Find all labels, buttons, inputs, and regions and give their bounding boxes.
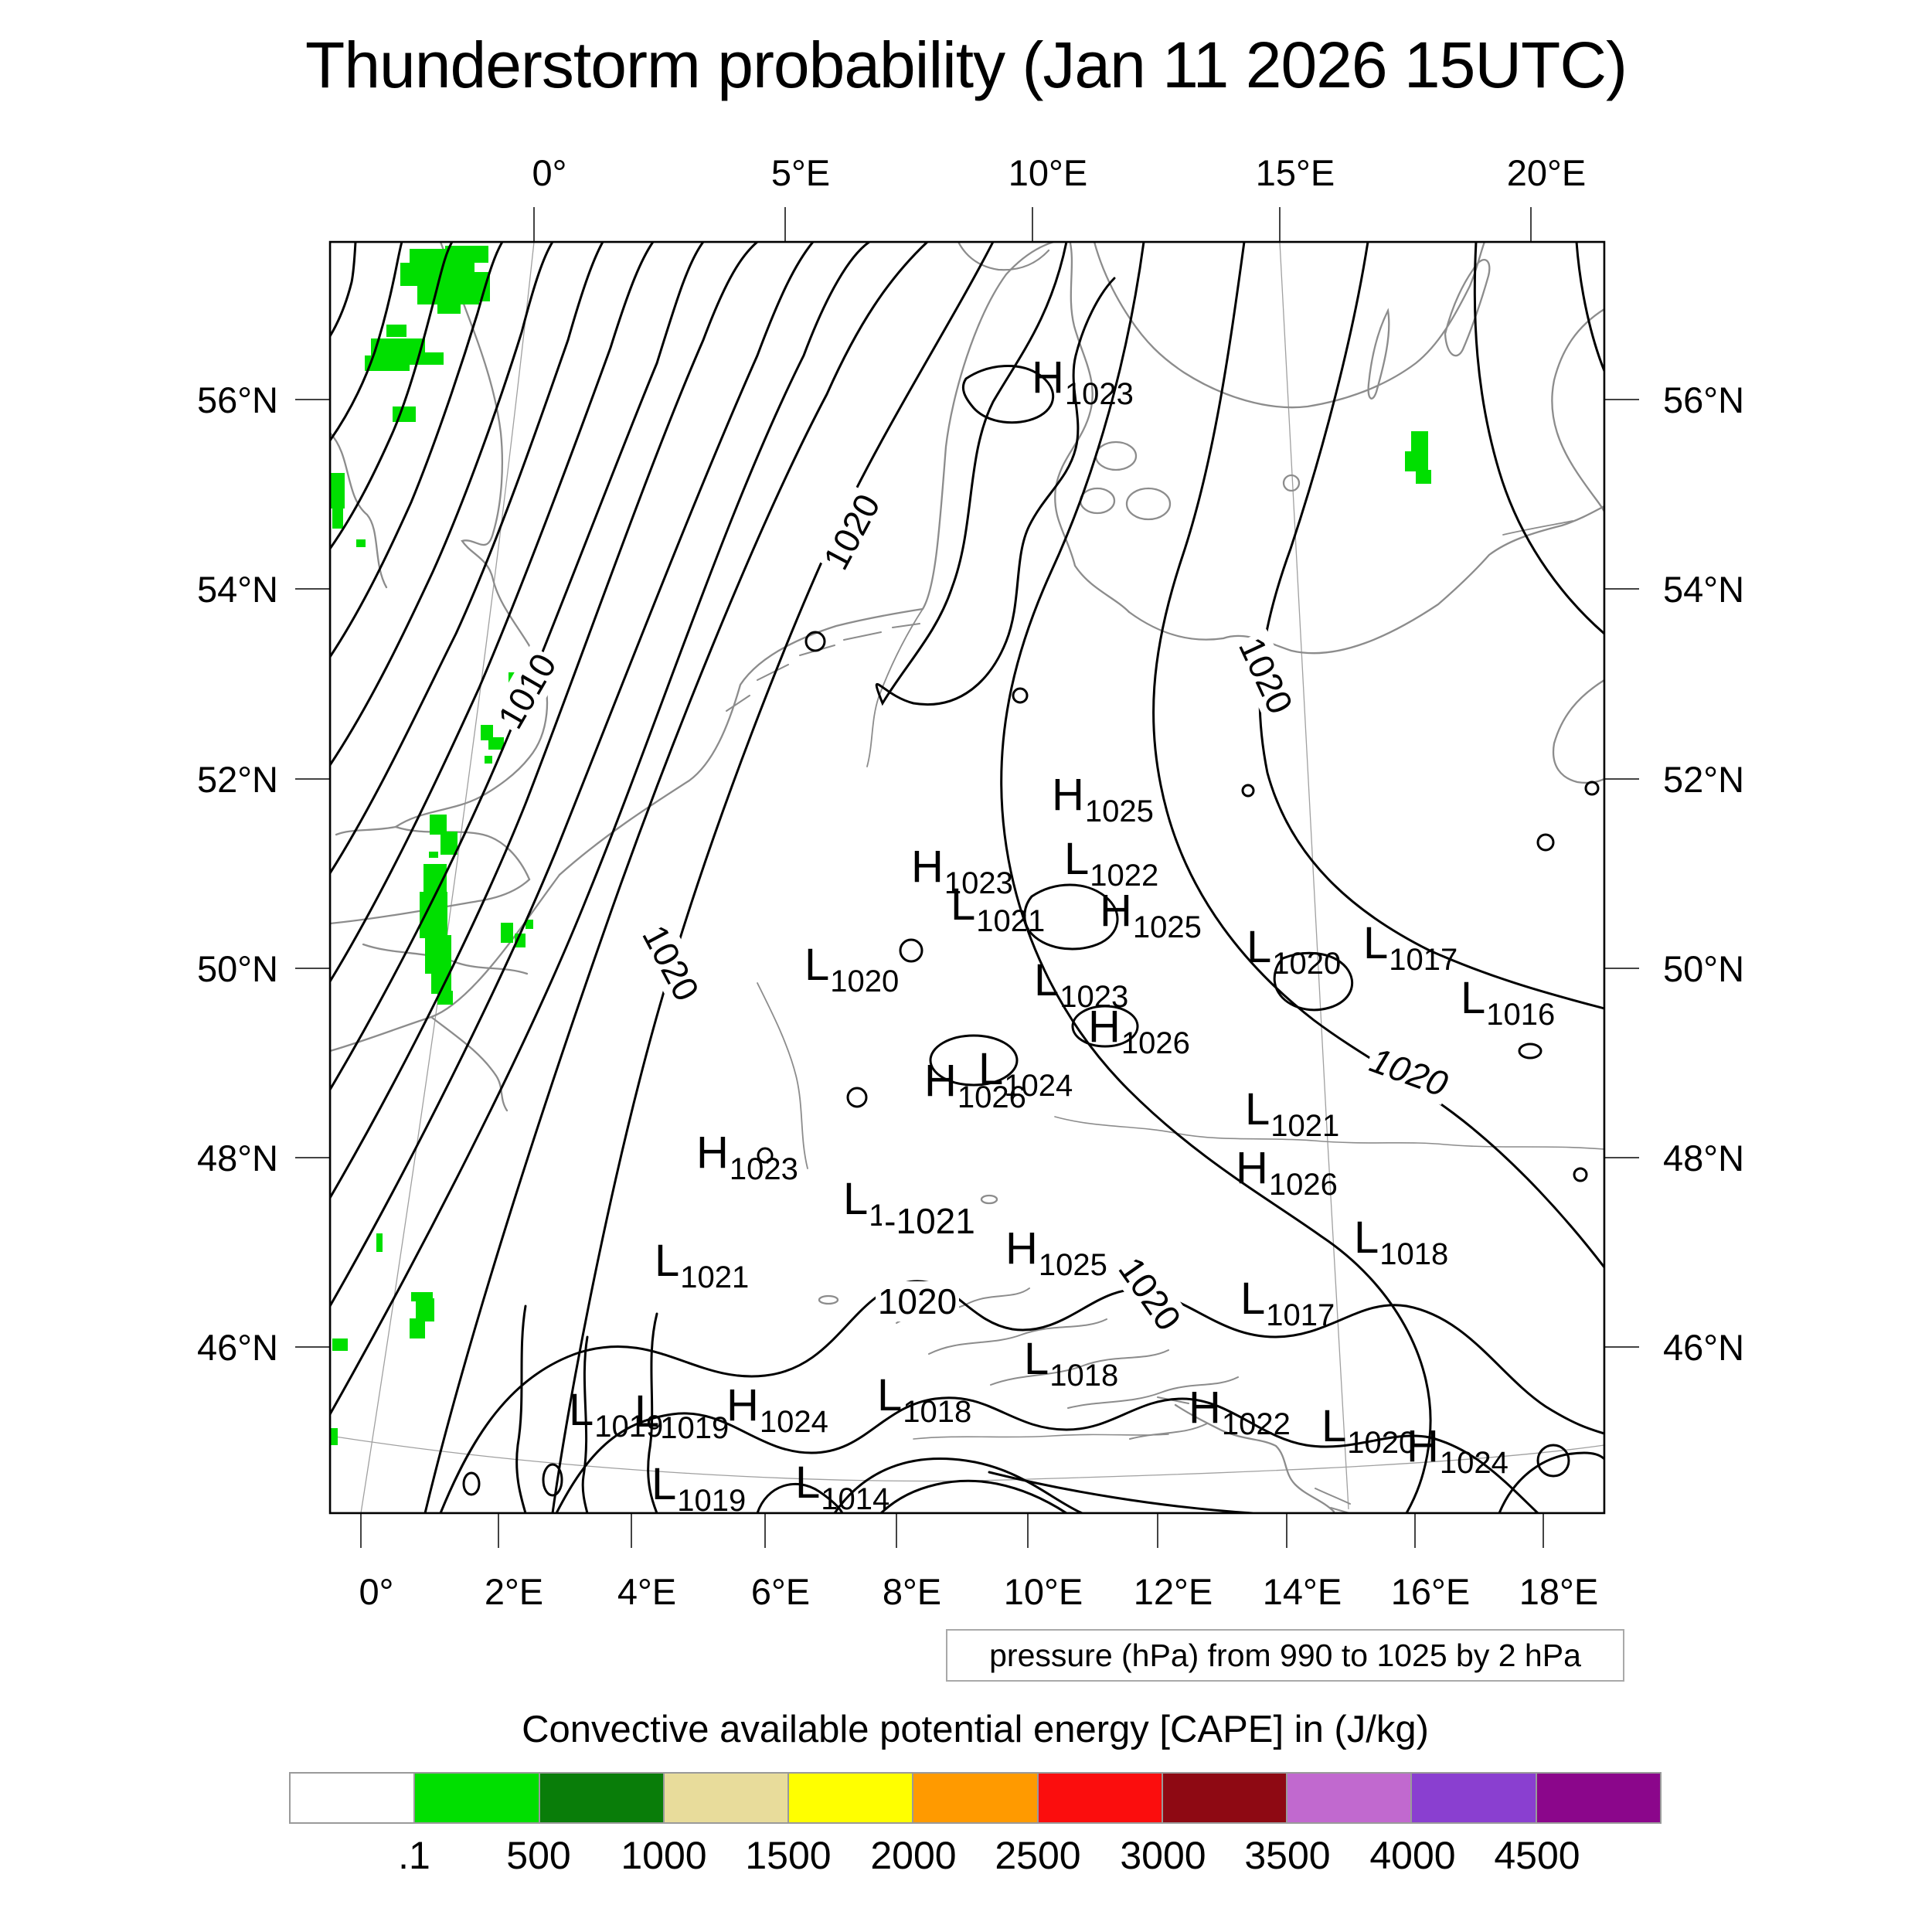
pressure-caption-text: pressure (hPa) from 990 to 1025 by 2 hPa	[989, 1637, 1581, 1673]
lat-label-left: 54°N	[196, 569, 278, 610]
graticule-lines	[330, 242, 1604, 1513]
cape-colorbar-segment	[291, 1774, 416, 1822]
pressure-caption-box: pressure (hPa) from 990 to 1025 by 2 hPa	[946, 1629, 1624, 1682]
lon-label-bottom: 18°E	[1519, 1571, 1599, 1612]
cape-colorbar-segment	[1287, 1774, 1413, 1822]
lon-label-bottom: 16°E	[1390, 1571, 1471, 1612]
cape-tick-label: 500	[506, 1834, 571, 1877]
lon-label-bottom: 0°	[359, 1571, 394, 1612]
cape-colorbar-segment	[664, 1774, 790, 1822]
lat-label-left: 46°N	[196, 1327, 278, 1368]
cape-colorbar-segment	[415, 1774, 540, 1822]
cape-colorbar-segment	[1412, 1774, 1537, 1822]
cape-legend-title: Convective available potential energy [C…	[522, 1709, 1429, 1750]
lat-label-left: 56°N	[196, 379, 278, 420]
lat-label-right: 54°N	[1663, 569, 1745, 610]
lon-label-bottom: 12°E	[1133, 1571, 1213, 1612]
lon-label-bottom: 14°E	[1262, 1571, 1342, 1612]
cape-shaded-areas	[330, 246, 1431, 1445]
lon-label-bottom: 4°E	[617, 1571, 677, 1612]
cape-colorbar-segment	[789, 1774, 914, 1822]
cape-tick-label: 2500	[995, 1834, 1081, 1877]
cape-area-uk-mid	[331, 325, 444, 547]
cape-colorbar-segment	[539, 1774, 665, 1822]
lat-label-right: 50°N	[1663, 948, 1745, 989]
cape-colorbar-segment	[1162, 1774, 1288, 1822]
cape-colorbar-segment	[1536, 1774, 1660, 1822]
map-canvas	[295, 207, 1639, 1548]
cape-tick-label: .1	[398, 1834, 430, 1877]
cape-area-gdansk	[1405, 431, 1431, 484]
lon-label-top: 20°E	[1506, 152, 1587, 193]
lon-label-top: 5°E	[770, 152, 831, 193]
lon-label-top: 10°E	[1008, 152, 1088, 193]
cape-tick-label: 3500	[1244, 1834, 1331, 1877]
cape-area-lowlands	[481, 672, 532, 764]
lat-label-left: 52°N	[196, 759, 278, 800]
page-title: Thunderstorm probability (Jan 11 2026 15…	[305, 29, 1628, 101]
cape-colorbar-segment	[1038, 1774, 1163, 1822]
cape-tick-label: 1000	[621, 1834, 707, 1877]
cape-tick-label: 2000	[870, 1834, 957, 1877]
cape-tick-label: 3000	[1120, 1834, 1206, 1877]
cape-area-france-streak	[420, 815, 533, 1005]
cape-tick-label: 1500	[745, 1834, 832, 1877]
lon-label-bottom: 6°E	[750, 1571, 811, 1612]
coastlines	[330, 242, 1604, 1513]
cape-area-southwest	[330, 1233, 434, 1445]
cape-colorbar-segment	[913, 1774, 1039, 1822]
pressure-contours	[330, 242, 1604, 1513]
axis-ticks	[295, 207, 1639, 1548]
lat-label-left: 48°N	[196, 1138, 278, 1179]
cape-colorbar	[289, 1772, 1662, 1824]
lat-label-right: 56°N	[1663, 379, 1745, 420]
lon-label-bottom: 2°E	[484, 1571, 544, 1612]
cape-tick-label: 4000	[1369, 1834, 1456, 1877]
lon-label-top: 0°	[532, 152, 567, 193]
lat-label-right: 46°N	[1663, 1327, 1745, 1368]
lat-label-right: 52°N	[1663, 759, 1745, 800]
cape-tick-label: 4500	[1494, 1834, 1580, 1877]
lat-label-right: 48°N	[1663, 1138, 1745, 1179]
lon-label-bottom: 8°E	[882, 1571, 942, 1612]
lon-label-top: 15°E	[1255, 152, 1335, 193]
lat-label-left: 50°N	[196, 948, 278, 989]
lon-label-bottom: 10°E	[1003, 1571, 1083, 1612]
